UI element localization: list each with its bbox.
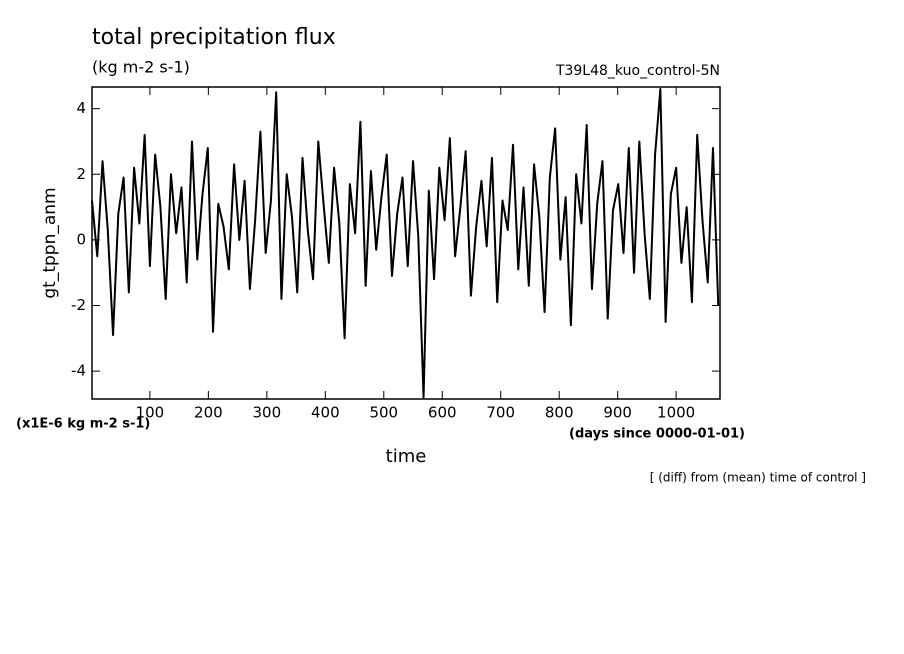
x-units: (days since 0000-01-01) xyxy=(569,427,745,442)
x-tick-label: 200 xyxy=(194,404,223,422)
chart-title: total precipitation flux xyxy=(92,25,336,50)
y-tick-label: -4 xyxy=(71,362,86,380)
y-tick-label: 4 xyxy=(76,99,86,117)
x-tick-label: 600 xyxy=(428,404,457,422)
y-tick-label: 2 xyxy=(76,165,86,183)
x-tick-label: 900 xyxy=(603,404,632,422)
run-label: T39L48_kuo_control-5N xyxy=(555,63,720,79)
plot-frame xyxy=(91,86,721,400)
x-tick-label: 400 xyxy=(311,404,340,422)
x-tick-label: 1000 xyxy=(657,404,695,422)
chart-subtitle: (kg m-2 s-1) xyxy=(92,58,190,77)
y-tick-label: -2 xyxy=(71,296,86,314)
y-tick-label: 0 xyxy=(76,230,86,248)
x-tick-label: 800 xyxy=(545,404,574,422)
x-axis-label: time xyxy=(386,446,427,467)
y-units: (x1E-6 kg m-2 s-1) xyxy=(16,417,150,432)
x-tick-label: 100 xyxy=(136,404,165,422)
note: [ (diff) from (mean) time of control ] xyxy=(650,471,866,485)
y-axis-label: gt_tppn_anm xyxy=(40,187,60,298)
x-tick-label: 500 xyxy=(369,404,398,422)
x-tick-label: 700 xyxy=(486,404,515,422)
data-line xyxy=(91,87,720,399)
x-tick-label: 300 xyxy=(253,404,282,422)
